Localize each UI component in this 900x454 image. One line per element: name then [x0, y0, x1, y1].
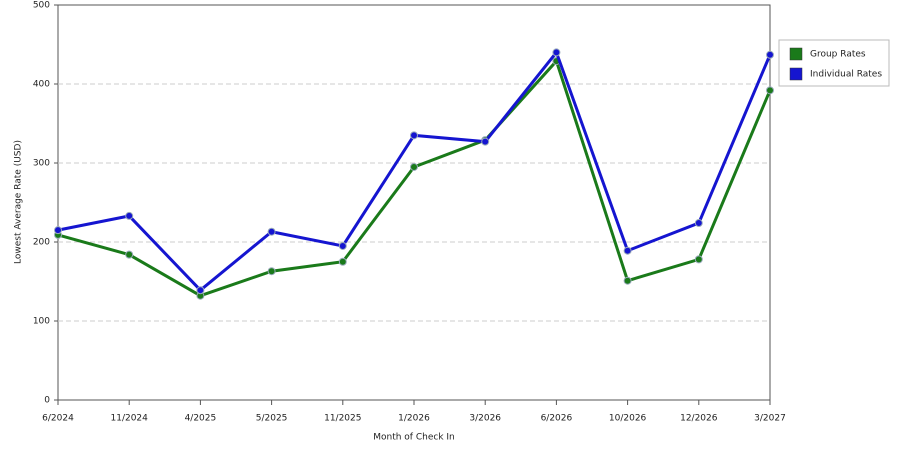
x-tick-label: 6/2026 — [541, 414, 573, 424]
y-tick-label: 300 — [33, 159, 50, 169]
point — [338, 241, 347, 250]
y-tick-label: 100 — [33, 317, 50, 327]
point — [125, 211, 134, 220]
x-tick-label: 12/2026 — [680, 414, 718, 424]
point — [410, 162, 418, 171]
y-tick-label: 500 — [33, 1, 50, 11]
x-tick-label: 11/2024 — [111, 414, 149, 424]
x-tick-label: 1/2026 — [398, 414, 430, 424]
point — [196, 286, 205, 295]
legend-label: Group Rates — [810, 50, 866, 60]
point — [552, 48, 561, 57]
point — [267, 227, 276, 236]
legend-swatch — [789, 47, 803, 61]
point — [267, 267, 276, 276]
point — [623, 246, 632, 255]
x-axis-label: Month of Check In — [373, 433, 455, 443]
x-tick-label: 5/2025 — [256, 414, 288, 424]
point — [338, 257, 347, 266]
point — [125, 250, 134, 259]
x-tick-label: 4/2025 — [185, 414, 217, 424]
point — [623, 276, 632, 285]
x-tick-label: 10/2026 — [609, 414, 647, 424]
x-tick-label: 3/2027 — [754, 414, 786, 424]
x-tick-label: 11/2025 — [324, 414, 361, 424]
y-tick-label: 400 — [33, 80, 50, 90]
point — [481, 137, 490, 146]
point — [694, 219, 703, 228]
y-tick-label: 0 — [44, 396, 50, 406]
point — [766, 86, 774, 95]
point — [410, 131, 418, 140]
legend-label: Individual Rates — [810, 70, 882, 80]
y-axis-label: Lowest Average Rate (USD) — [14, 140, 24, 264]
point — [54, 226, 62, 235]
x-tick-label: 3/2026 — [469, 414, 501, 424]
plot-area — [57, 4, 771, 401]
point — [694, 255, 703, 264]
point — [766, 50, 774, 59]
y-tick-label: 200 — [33, 238, 50, 248]
legend-swatch — [789, 67, 803, 81]
x-tick-label: 6/2024 — [42, 414, 74, 424]
